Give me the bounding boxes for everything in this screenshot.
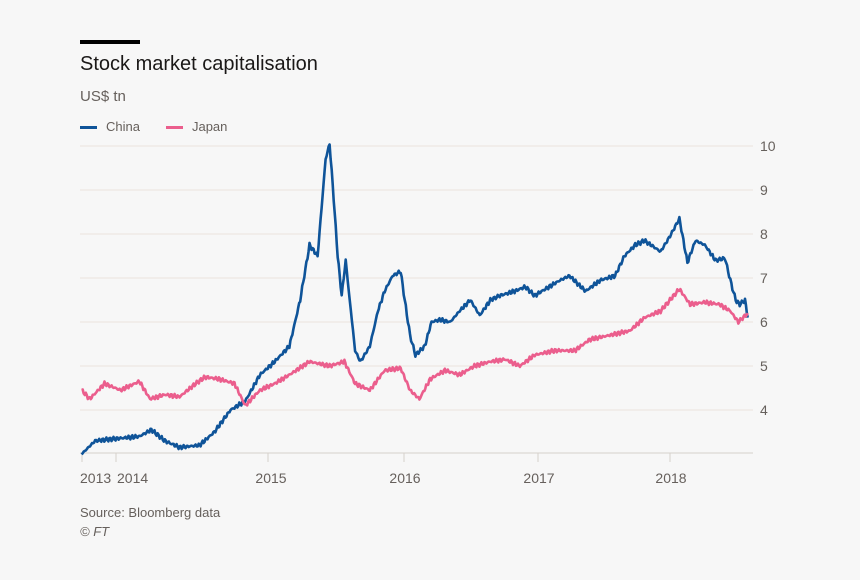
x-tick-label: 2016 [389,470,420,486]
x-tick-label: 2014 [117,470,148,486]
source-note: Source: Bloomberg data [80,505,221,520]
title-accent-bar [80,40,140,44]
legend-swatch-japan [165,125,183,129]
x-tick-label: 2018 [655,470,686,486]
y-tick-label: 7 [760,270,768,286]
x-tick-label: 2015 [255,470,286,486]
y-axis-unit-label: US$ tn [80,88,126,105]
chart-title: Stock market capitalisation [80,53,318,75]
legend-label-china: China [106,119,140,134]
x-tick-label: 2017 [523,470,554,486]
legend-item-china: China [80,119,140,135]
legend-swatch-china [80,125,97,129]
y-tick-label: 8 [760,226,768,242]
y-tick-label: 9 [760,182,768,198]
legend: China Japan [80,119,227,135]
legend-label-japan: Japan [191,119,228,134]
y-tick-label: 6 [760,314,768,330]
x-tick-label: 2013 [80,470,111,486]
y-tick-label: 4 [760,402,768,418]
legend-item-japan: Japan [165,119,228,135]
y-tick-label: 10 [760,138,776,154]
y-tick-label: 5 [760,358,768,374]
series-line-china [80,143,749,456]
series-line-japan [81,287,749,407]
copyright-note: © FT [80,524,110,539]
